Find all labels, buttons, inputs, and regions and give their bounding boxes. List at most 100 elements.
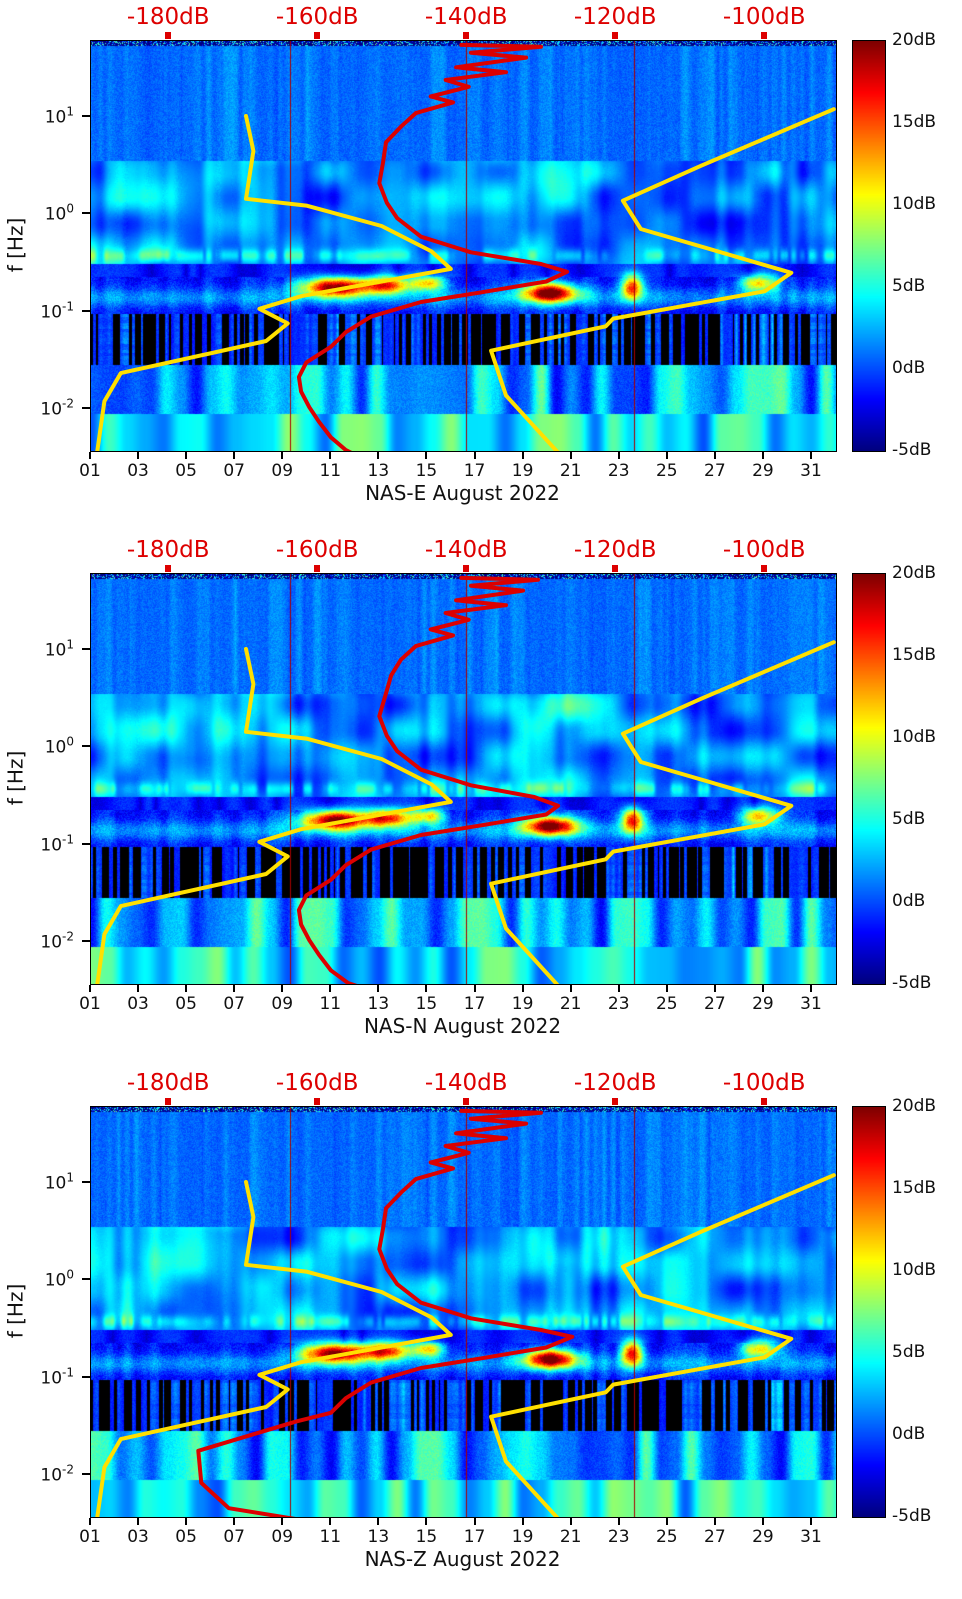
colorbar-tick-label: 20dB [892,1096,937,1116]
day-tick-label: 29 [752,994,774,1014]
day-tick-label: 31 [800,1527,822,1547]
day-tick-label: 03 [127,461,149,481]
day-tick-mark [569,1518,572,1525]
psd-axis-tick-mark [463,1098,470,1105]
freq-tick-label: 10-2 [40,1462,74,1486]
psd-axis-tick-label: -100dB [722,1070,806,1096]
freq-tick-label: 101 [44,637,74,661]
day-tick-mark [425,985,428,992]
day-tick-mark [425,1518,428,1525]
day-tick-label: 05 [175,994,197,1014]
noise-model-overlay [95,1108,836,1517]
freq-tick-label: 100 [44,202,74,225]
day-tick-label: 31 [800,994,822,1014]
day-tick-label: 29 [752,1527,774,1547]
day-tick-mark [761,1518,764,1525]
day-tick-label: 15 [415,1527,438,1547]
day-tick-label: 09 [271,1527,294,1547]
colorbar-tick-label: -5dB [892,440,932,460]
day-tick-mark [617,985,620,992]
day-tick-label: 09 [271,461,294,481]
day-tick-mark [377,452,380,459]
freq-axis-ticks: 101 100 10-1 10-2 [0,573,90,983]
day-axis-ticks: 01 03 05 07 09 11 13 15 17 19 21 23 25 27 29 31 [79,452,835,482]
freq-tick-mark [82,1278,90,1281]
colorbar [852,1106,886,1518]
day-tick-mark [281,1518,284,1525]
day-tick-label: 23 [607,461,630,481]
day-tick-mark [665,985,668,992]
low-noise-model-curve [95,647,453,984]
day-tick-mark [89,1518,91,1525]
day-tick-label: 07 [223,461,246,481]
day-tick-mark [665,1518,668,1525]
day-tick-label: 29 [752,461,774,481]
psd-axis-tick-label: -180dB [126,537,210,563]
day-tick-label: 13 [367,1527,390,1547]
colorbar-tick-label: 10dB [892,194,937,214]
psd-axis-tick-mark [314,1098,321,1105]
day-tick-label: 03 [127,1527,149,1547]
colorbar-tick-label: 0dB [892,1424,926,1444]
day-tick-label: 27 [704,994,726,1014]
psd-axis-tick-label: -160dB [275,4,359,30]
colorbar-tick-label: 10dB [892,1260,937,1280]
psd-axis-tick-label: -120dB [573,537,657,563]
spectrogram-panel-nas-e: -180dB -160dB -140dB -120dB -100dB f [Hz] 10… [0,0,962,533]
psd-axis-tick-label: -100dB [722,537,806,563]
day-tick-label: 03 [127,994,149,1014]
day-tick-label: 27 [704,461,726,481]
day-tick-mark [521,985,524,992]
day-tick-label: 15 [415,994,438,1014]
freq-tick-label: 10-2 [40,929,74,953]
day-tick-mark [137,1518,140,1525]
low-noise-model-curve [95,1180,453,1517]
psd-axis-tick-mark [761,1098,768,1105]
day-tick-label: 17 [463,461,486,481]
day-tick-mark [329,1518,332,1525]
psd-axis-tick-mark [612,565,619,572]
colorbar-tick-label: 0dB [892,891,926,911]
day-tick-label: 21 [559,994,582,1014]
day-tick-mark [809,1518,812,1525]
day-tick-mark [281,985,284,992]
colorbar [852,573,886,985]
psd-axis-tick-label: -140dB [424,4,508,30]
day-axis-ticks: 01 03 05 07 09 11 13 15 17 19 21 23 25 27 29 31 [79,1518,835,1548]
day-tick-mark [377,1518,380,1525]
psd-axis-tick-mark [463,565,470,572]
spectrogram-plot [90,40,837,452]
day-tick-label: 21 [559,461,582,481]
day-tick-mark [233,452,236,459]
freq-tick-mark [82,842,90,845]
day-tick-label: 25 [655,994,678,1014]
freq-tick-mark [82,309,90,312]
noise-model-overlay [95,575,836,984]
median-psd-curve [296,42,570,451]
psd-axis-tick-mark [761,565,768,572]
day-tick-mark [329,452,332,459]
colorbar-tick-label: 20dB [892,563,937,583]
day-tick-mark [473,985,476,992]
day-tick-label: 27 [704,1527,726,1547]
day-tick-label: 17 [463,994,486,1014]
day-tick-label: 23 [607,1527,630,1547]
freq-tick-label: 10-1 [40,832,74,856]
colorbar-tick-label: 20dB [892,30,937,50]
day-tick-label: 11 [319,1527,342,1547]
day-tick-label: 05 [175,1527,197,1547]
spectrogram-plot [90,573,837,985]
day-tick-label: 15 [415,461,438,481]
psd-axis-tick-mark [612,32,619,39]
day-tick-label: 07 [223,994,246,1014]
median-psd-curve [196,1108,575,1517]
colorbar-tick-label: -5dB [892,973,932,993]
psd-axis-tick-label: -180dB [126,1070,210,1096]
psd-axis-tick-label: -140dB [424,1070,508,1096]
day-tick-mark [809,985,812,992]
psd-axis-tick-label: -120dB [573,1070,657,1096]
day-tick-mark [185,985,188,992]
day-tick-mark [377,985,380,992]
day-tick-label: 09 [271,994,294,1014]
spectrogram-canvas [91,574,836,984]
